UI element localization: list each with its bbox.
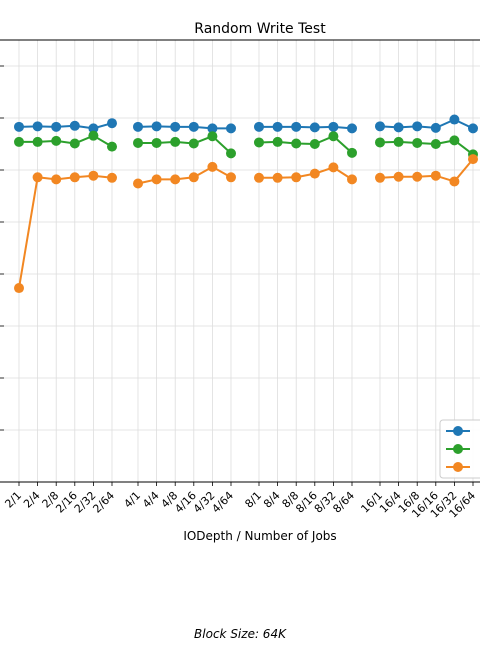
data-point xyxy=(272,172,283,183)
data-point xyxy=(347,147,357,158)
data-point xyxy=(107,118,117,129)
data-point xyxy=(430,139,441,149)
data-point xyxy=(207,131,218,142)
series-1-line xyxy=(258,135,353,154)
grid-layer xyxy=(0,40,480,482)
data-point xyxy=(32,172,43,183)
legend xyxy=(439,419,480,479)
data-point xyxy=(14,283,24,294)
x-tick-label: 2/64 xyxy=(90,489,117,516)
data-point xyxy=(151,121,162,132)
series-0 xyxy=(14,114,478,134)
data-point xyxy=(449,135,460,146)
data-point xyxy=(188,121,199,132)
data-point xyxy=(309,139,320,149)
data-point xyxy=(14,121,24,132)
series-2-line xyxy=(18,174,113,289)
data-point xyxy=(133,137,143,148)
data-point xyxy=(309,168,320,179)
series-2 xyxy=(14,154,478,294)
data-point xyxy=(347,123,357,134)
data-point xyxy=(51,121,62,132)
data-point xyxy=(291,121,302,132)
data-point xyxy=(254,172,264,183)
x-tick-label: 4/64 xyxy=(209,489,236,516)
x-tick-label: 8/64 xyxy=(330,489,357,516)
data-point xyxy=(328,121,339,132)
data-point xyxy=(449,114,460,125)
data-point xyxy=(14,136,24,147)
series-1 xyxy=(14,130,478,160)
data-point xyxy=(254,121,264,132)
data-point xyxy=(151,137,162,148)
data-point xyxy=(151,174,162,185)
data-point xyxy=(107,141,117,152)
data-point xyxy=(226,148,236,159)
data-point xyxy=(375,121,385,132)
data-point xyxy=(309,122,320,133)
data-point xyxy=(375,137,385,148)
data-point xyxy=(88,123,99,134)
data-point xyxy=(170,174,181,185)
data-point xyxy=(291,172,302,183)
data-point xyxy=(328,131,339,142)
data-point xyxy=(69,120,80,131)
data-point xyxy=(32,121,43,132)
data-point xyxy=(412,137,423,148)
data-point xyxy=(207,161,218,172)
data-point xyxy=(69,138,80,149)
data-point xyxy=(393,136,404,147)
x-tick-label: 4/4 xyxy=(140,489,162,511)
x-tick-label: 4/1 xyxy=(121,489,143,511)
data-point xyxy=(272,136,283,147)
data-point xyxy=(375,172,385,183)
data-point xyxy=(468,154,478,165)
data-point xyxy=(88,130,99,141)
data-point xyxy=(430,122,441,133)
data-point xyxy=(207,123,218,134)
data-point xyxy=(393,122,404,133)
data-point xyxy=(107,172,117,183)
data-point xyxy=(133,178,143,189)
data-point xyxy=(291,138,302,149)
legend-marker xyxy=(453,444,463,454)
data-point xyxy=(188,138,199,149)
data-point xyxy=(430,170,441,181)
data-point xyxy=(254,137,264,148)
chart-title: Random Write Test xyxy=(194,21,326,37)
data-point xyxy=(188,172,199,183)
legend-marker xyxy=(453,426,463,436)
x-tick-label: 8/4 xyxy=(261,489,283,511)
data-point xyxy=(133,121,143,132)
x-tick-label: 8/1 xyxy=(242,489,264,511)
data-point xyxy=(412,121,423,132)
data-point xyxy=(449,176,460,187)
data-point xyxy=(468,123,478,134)
data-point xyxy=(170,136,181,147)
legend-marker xyxy=(453,462,463,472)
data-point xyxy=(226,123,236,134)
data-point xyxy=(69,172,80,183)
data-point xyxy=(51,174,62,185)
data-point xyxy=(226,172,236,183)
data-point xyxy=(170,121,181,132)
series-layer xyxy=(14,114,478,294)
x-tick-label: 2/4 xyxy=(21,489,43,511)
data-point xyxy=(88,170,99,181)
data-point xyxy=(51,135,62,146)
data-point xyxy=(328,162,339,173)
x-tick-label: 2/1 xyxy=(2,489,24,511)
block-size-annotation: Block Size: 64K xyxy=(194,627,286,641)
data-point xyxy=(393,171,404,182)
data-point xyxy=(32,136,43,147)
data-point xyxy=(272,121,283,132)
axes-layer: 2/12/42/82/162/322/64 4/14/44/84/164/324/… xyxy=(0,39,480,521)
data-point xyxy=(412,171,423,182)
x-axis-label: IODepth / Number of Jobs xyxy=(183,529,336,543)
data-point xyxy=(347,174,357,185)
